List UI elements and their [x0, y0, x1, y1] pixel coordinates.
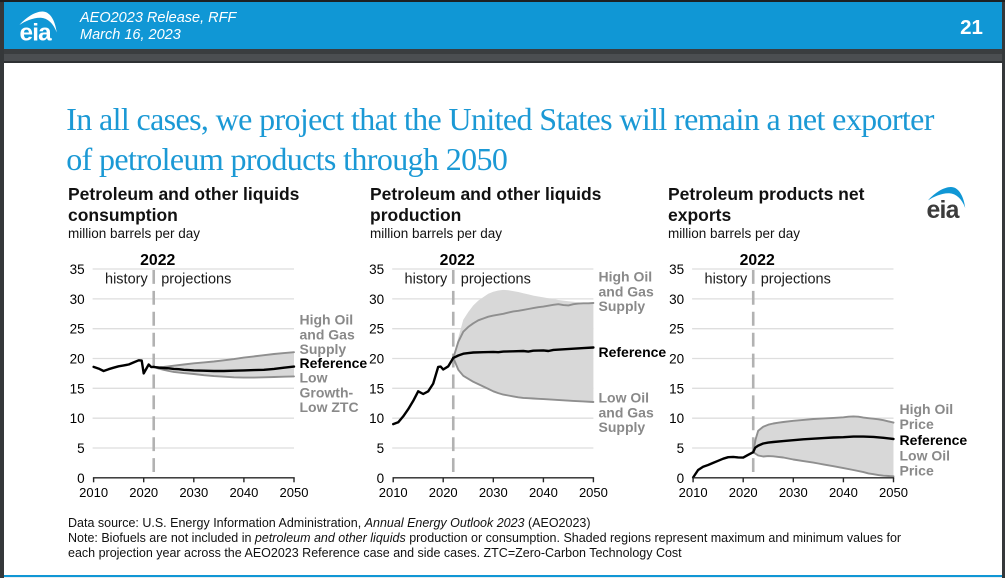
svg-text:2020: 2020: [429, 485, 458, 500]
svg-text:and Gas: and Gas: [599, 404, 654, 420]
svg-text:30: 30: [369, 292, 384, 307]
svg-text:35: 35: [669, 262, 684, 277]
svg-text:and Gas: and Gas: [300, 326, 355, 342]
svg-text:5: 5: [377, 441, 385, 456]
svg-text:Reference: Reference: [300, 355, 368, 371]
svg-text:15: 15: [669, 381, 684, 396]
svg-text:Low: Low: [300, 370, 328, 386]
svg-text:history: history: [105, 272, 148, 288]
svg-text:history: history: [705, 272, 748, 288]
svg-text:Growth-: Growth-: [300, 384, 354, 400]
svg-text:2010: 2010: [379, 485, 408, 500]
svg-text:history: history: [405, 272, 448, 288]
svg-text:25: 25: [669, 322, 684, 337]
svg-text:Reference: Reference: [900, 432, 968, 448]
svg-text:projections: projections: [161, 272, 231, 288]
svg-text:2020: 2020: [729, 485, 758, 500]
svg-text:Low Oil: Low Oil: [599, 390, 650, 406]
svg-text:35: 35: [70, 262, 85, 277]
svg-text:projections: projections: [461, 272, 531, 288]
svg-text:2010: 2010: [679, 485, 708, 500]
svg-text:Supply: Supply: [300, 341, 347, 357]
svg-text:15: 15: [70, 381, 85, 396]
svg-text:2050: 2050: [280, 485, 309, 500]
svg-text:10: 10: [70, 411, 85, 426]
svg-text:Supply: Supply: [599, 419, 646, 435]
svg-text:2030: 2030: [179, 485, 208, 500]
svg-text:2030: 2030: [479, 485, 508, 500]
svg-text:15: 15: [369, 381, 384, 396]
svg-text:2020: 2020: [129, 485, 158, 500]
svg-text:2022: 2022: [440, 252, 475, 269]
svg-text:Low ZTC: Low ZTC: [300, 399, 359, 415]
svg-text:2040: 2040: [229, 485, 258, 500]
svg-text:2022: 2022: [140, 252, 175, 269]
svg-text:Price: Price: [900, 416, 934, 432]
svg-text:10: 10: [669, 411, 684, 426]
svg-text:High Oil: High Oil: [300, 312, 354, 328]
svg-text:20: 20: [70, 352, 85, 367]
svg-text:35: 35: [369, 262, 384, 277]
svg-text:Low Oil: Low Oil: [900, 448, 951, 464]
svg-text:and Gas: and Gas: [599, 283, 654, 299]
svg-text:High Oil: High Oil: [599, 269, 653, 285]
svg-text:projections: projections: [761, 272, 831, 288]
svg-text:20: 20: [669, 352, 684, 367]
svg-text:30: 30: [669, 292, 684, 307]
svg-text:25: 25: [369, 322, 384, 337]
svg-text:Price: Price: [900, 462, 934, 478]
svg-text:Reference: Reference: [599, 344, 667, 360]
svg-text:Supply: Supply: [599, 298, 646, 314]
svg-text:10: 10: [369, 411, 384, 426]
svg-text:0: 0: [377, 471, 385, 486]
svg-text:2050: 2050: [879, 485, 908, 500]
svg-text:2030: 2030: [779, 485, 808, 500]
svg-text:2040: 2040: [829, 485, 858, 500]
svg-text:5: 5: [77, 441, 85, 456]
svg-text:2040: 2040: [529, 485, 558, 500]
svg-text:2050: 2050: [579, 485, 608, 500]
svg-text:30: 30: [70, 292, 85, 307]
svg-text:0: 0: [77, 471, 85, 486]
svg-text:eia: eia: [927, 197, 960, 224]
svg-text:2010: 2010: [79, 485, 108, 500]
svg-text:25: 25: [70, 322, 85, 337]
svg-text:eia: eia: [20, 20, 53, 47]
svg-text:5: 5: [677, 441, 685, 456]
svg-text:High Oil: High Oil: [900, 401, 954, 417]
svg-text:0: 0: [677, 471, 685, 486]
svg-text:20: 20: [369, 352, 384, 367]
svg-text:2022: 2022: [740, 252, 775, 269]
